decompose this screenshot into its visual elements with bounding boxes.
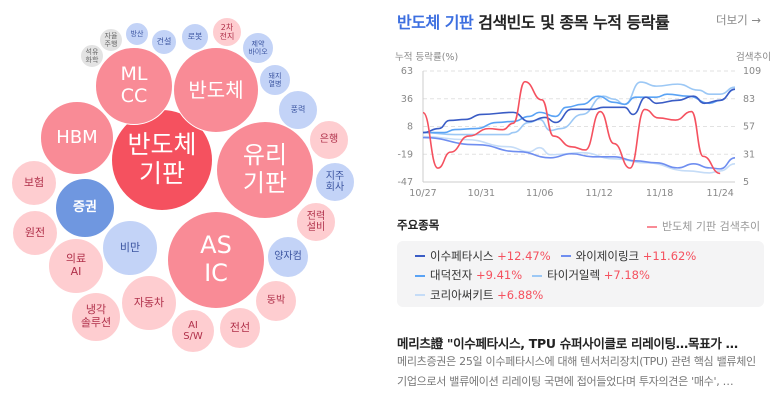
theme-bubble[interactable]: 자율 주행 xyxy=(99,28,123,52)
stock-name: 타이거일렉 xyxy=(547,268,601,283)
stock-item[interactable]: 와이제이링크 +11.62% xyxy=(560,248,697,264)
y-axis-title: 누적 등락률(%) xyxy=(395,51,458,63)
stock-change: +9.41% xyxy=(475,268,523,283)
theme-bubble[interactable]: 원전 xyxy=(12,210,58,256)
theme-bubble[interactable]: 전선 xyxy=(219,307,261,349)
stock-name: 대덕전자 xyxy=(430,268,473,283)
search-trend-line xyxy=(422,80,721,175)
stock-change: +11.62% xyxy=(642,248,697,263)
y-tick-label: -19 xyxy=(397,149,413,160)
y2-tick-label: 109 xyxy=(743,66,761,77)
y-tick-label: 63 xyxy=(401,66,413,77)
stock-item[interactable]: 코리아써키트 +6.88% xyxy=(415,287,543,303)
x-tick-label: 11/12 xyxy=(585,188,612,199)
theme-bubble[interactable]: 제약 바이오 xyxy=(242,32,274,64)
y2-tick-label: 83 xyxy=(743,94,755,105)
stock-item[interactable]: 대덕전자 +9.41% xyxy=(415,267,522,283)
stock-list: 이수페타시스 +12.47% 와이제이링크 +11.62% 대덕전자 +9.41%… xyxy=(397,241,764,307)
theme-bubble[interactable]: 동박 xyxy=(255,280,297,322)
theme-bubble[interactable]: AI S/W xyxy=(171,309,215,353)
series-line xyxy=(422,81,736,136)
theme-bubble[interactable]: 증권 xyxy=(55,178,115,238)
series-swatch xyxy=(532,274,543,277)
stock-item[interactable]: 이수페타시스 +12.47% xyxy=(415,248,551,264)
series-swatch xyxy=(560,255,571,258)
theme-bubble[interactable]: 지주 회사 xyxy=(315,162,355,202)
theme-bubble[interactable]: ML CC xyxy=(95,47,173,125)
series-swatch xyxy=(415,274,425,277)
theme-bubble[interactable]: 석유 화학 xyxy=(80,44,104,68)
theme-bubble-map: 반도체 기판 ML CC 반도체 HBM 유리 기판 AS IC 증권 보험 원전 의료 AI 비만… xyxy=(0,0,370,404)
theme-bubble[interactable]: 양자컴 xyxy=(267,236,309,278)
stock-change: +12.47% xyxy=(497,248,551,263)
theme-bubble[interactable]: 2차 전지 xyxy=(212,17,242,47)
theme-bubble[interactable]: 풍력 xyxy=(278,90,318,130)
series-swatch xyxy=(415,255,425,258)
theme-bubble[interactable]: 냉각 솔루션 xyxy=(71,292,121,342)
x-tick-label: 11/24 xyxy=(706,188,733,199)
stock-name: 코리아써키트 xyxy=(430,287,494,302)
theme-bubble[interactable]: 방산 xyxy=(125,22,149,46)
theme-bubble[interactable]: 자동차 xyxy=(121,275,177,331)
theme-bubble[interactable]: AS IC xyxy=(167,211,265,309)
news-headline[interactable]: 메리츠證 "이수페타시스, TPU 슈퍼사이클로 리레이팅…목표가 … xyxy=(397,336,738,351)
more-link[interactable]: 더보기 → xyxy=(716,13,762,27)
theme-bubble[interactable]: 로봇 xyxy=(181,23,209,51)
stock-name: 이수페타시스 xyxy=(430,248,494,263)
y2-tick-label: 57 xyxy=(743,122,755,133)
stock-name: 와이제이링크 xyxy=(575,248,640,263)
theme-bubble[interactable]: 돼지 열병 xyxy=(259,64,291,96)
y2-axis-title: 검색추이 xyxy=(736,51,771,63)
theme-bubble[interactable]: HBM xyxy=(40,101,114,175)
stock-change: +7.18% xyxy=(603,268,650,283)
search-trend-legend: 반도체 기판 검색추이 xyxy=(647,218,760,234)
stock-item[interactable]: 타이거일렉 +7.18% xyxy=(532,267,650,283)
theme-bubble[interactable]: 건설 xyxy=(151,29,177,55)
theme-bubble[interactable]: 의료 AI xyxy=(48,238,104,294)
series-line xyxy=(422,135,736,174)
theme-bubble[interactable]: 반도체 xyxy=(173,47,259,133)
stock-change: +6.88% xyxy=(497,287,544,302)
series-swatch xyxy=(415,294,425,297)
theme-bubble[interactable]: 전력 설비 xyxy=(296,202,336,242)
x-tick-label: 10/27 xyxy=(409,188,436,199)
theme-bubble[interactable]: 보험 xyxy=(11,160,57,206)
y2-tick-label: 31 xyxy=(743,149,755,160)
series-line xyxy=(423,88,736,134)
title-rest: 검색빈도 및 종목 누적 등락률 xyxy=(473,13,670,32)
page-title: 반도체 기판 검색빈도 및 종목 누적 등락률 xyxy=(397,9,670,33)
y-tick-label: 36 xyxy=(401,94,413,105)
x-tick-label: 10/31 xyxy=(468,188,495,199)
theme-bubble[interactable]: 유리 기판 xyxy=(216,121,314,219)
y-tick-label: 8 xyxy=(407,122,413,133)
y-tick-label: -47 xyxy=(397,177,413,188)
theme-bubble[interactable]: 은행 xyxy=(309,120,349,160)
legend-swatch xyxy=(647,226,657,228)
legend-label: 반도체 기판 검색추이 xyxy=(662,220,761,233)
stocks-section-title: 주요종목 xyxy=(397,218,440,232)
series-line xyxy=(422,136,736,170)
x-tick-label: 11/06 xyxy=(526,188,553,199)
title-keyword: 반도체 기판 xyxy=(397,13,474,32)
news-summary: 메리츠증권은 25일 이수페타시스에 대해 텐서처리장치(TPU) 관련 핵심 … xyxy=(397,355,756,388)
x-tick-label: 11/18 xyxy=(646,188,673,199)
y2-tick-label: 5 xyxy=(743,177,749,188)
series-line xyxy=(422,88,736,134)
stock-search-chart: 누적 등락률(%) 검색추이 63 109 36 83 8 57 -19 31 -47 5 10/27 1… xyxy=(395,51,771,199)
theme-bubble[interactable]: 비만 xyxy=(102,220,158,276)
